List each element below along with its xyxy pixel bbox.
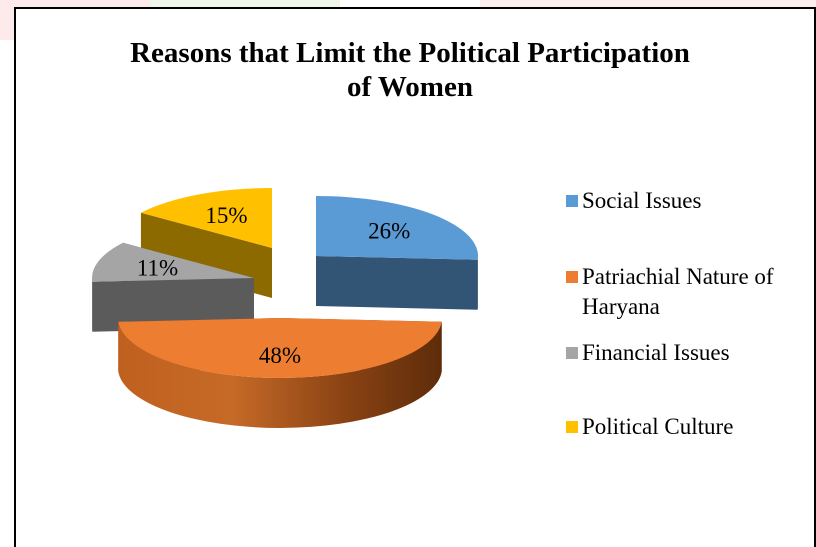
data-label-financial-issues: 11% xyxy=(137,256,178,281)
legend-swatch-financial-issues xyxy=(566,347,578,359)
legend-item-social-issues: Social Issues xyxy=(566,186,816,216)
legend-item-financial-issues: Financial Issues xyxy=(566,338,816,368)
legend-label: Social Issues xyxy=(566,186,816,216)
data-label-political-culture: 15% xyxy=(205,203,247,228)
legend-label: Patriachial Nature of Haryana xyxy=(566,262,812,322)
legend-label: Political Culture xyxy=(566,412,816,442)
data-label-patriachial-nature-of-haryana: 48% xyxy=(259,343,301,368)
legend-item-patriachial-nature: Patriachial Nature of Haryana xyxy=(566,262,816,322)
legend-item-political-culture: Political Culture xyxy=(566,412,816,442)
legend-swatch-patriachial-nature xyxy=(566,271,578,283)
legend-swatch-social-issues xyxy=(566,195,578,207)
legend-label: Financial Issues xyxy=(566,338,816,368)
legend-swatch-political-culture xyxy=(566,421,578,433)
pie-side-social-issues-1 xyxy=(316,256,478,310)
data-label-social-issues: 26% xyxy=(368,219,410,244)
